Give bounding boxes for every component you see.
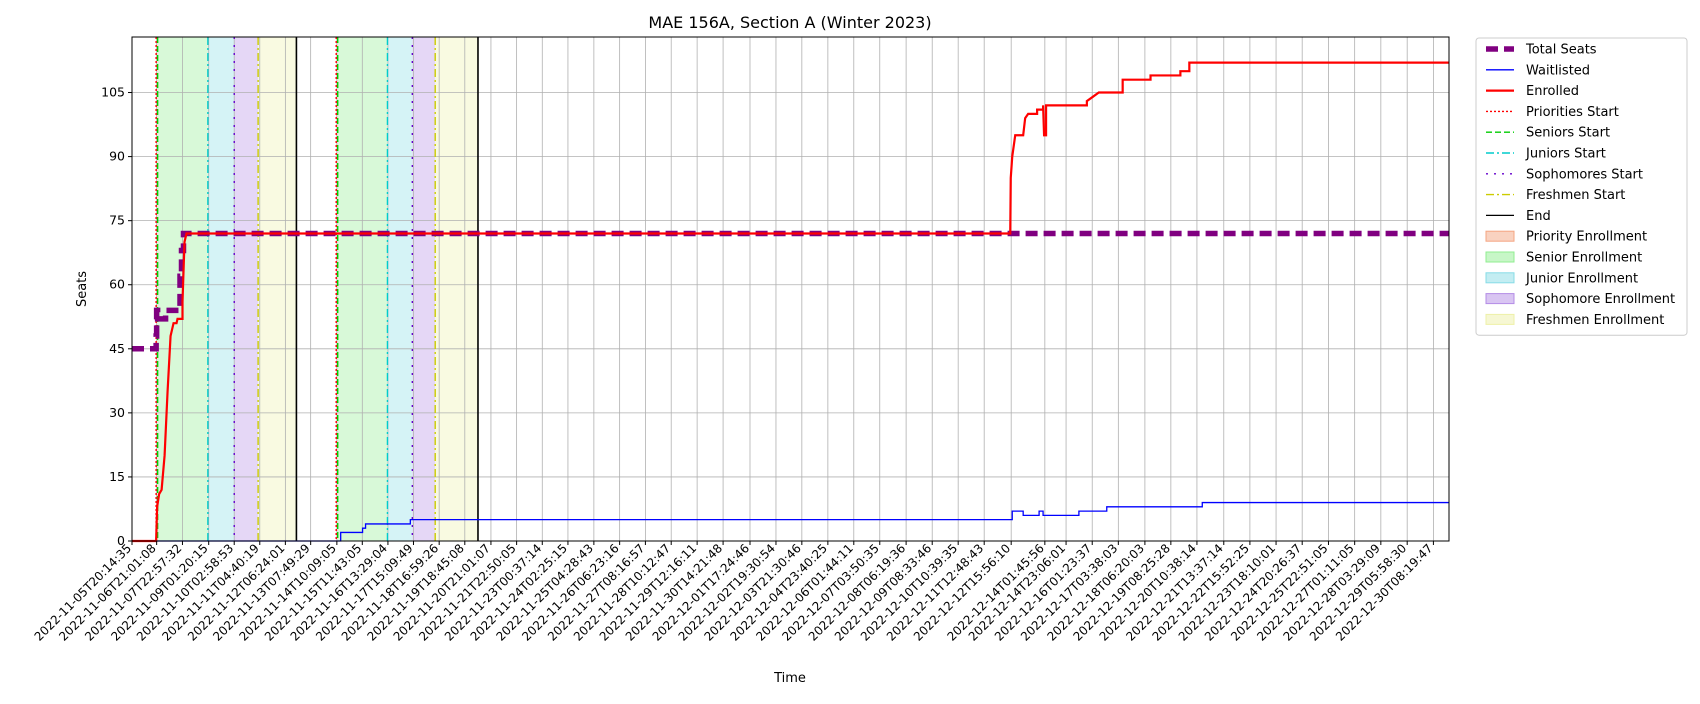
period-band xyxy=(412,37,436,541)
legend-swatch xyxy=(1485,293,1515,305)
plot-frame xyxy=(131,36,1450,542)
legend-swatch xyxy=(1485,313,1515,325)
y-tick-label: 75 xyxy=(109,213,125,228)
y-axis-label: Seats xyxy=(75,271,90,307)
y-tick-label: 105 xyxy=(101,85,125,100)
period-band xyxy=(207,37,235,541)
y-axis-ticks: 0 15 30 45 60 75 90 105 xyxy=(101,85,132,548)
period-band xyxy=(435,37,478,541)
y-tick-label: 45 xyxy=(109,341,125,356)
legend-label: Freshmen Enrollment xyxy=(1526,313,1664,328)
legend-label: Priority Enrollment xyxy=(1526,230,1647,245)
series-line xyxy=(132,61,1449,543)
y-tick-label: 0 xyxy=(117,533,125,548)
legend-label: Total Seats xyxy=(1525,43,1597,58)
y-tick-label: 30 xyxy=(109,405,125,420)
series-line xyxy=(132,501,1449,542)
x-axis-label: Time xyxy=(773,671,806,686)
legend-label: Waitlisted xyxy=(1526,63,1590,78)
legend-label: Priorities Start xyxy=(1526,105,1619,120)
y-tick-label: 60 xyxy=(109,277,125,292)
period-band xyxy=(258,37,297,541)
grid-lines xyxy=(131,37,1449,542)
legend-label: Enrolled xyxy=(1526,84,1579,99)
legend-swatch xyxy=(1485,251,1515,263)
legend-label: Juniors Start xyxy=(1525,147,1606,162)
legend-label: Senior Enrollment xyxy=(1526,251,1642,266)
series-lines xyxy=(132,61,1449,543)
legend-label: Sophomore Enrollment xyxy=(1526,292,1675,307)
y-tick-label: 15 xyxy=(109,469,125,484)
legend-label: Sophomores Start xyxy=(1526,167,1643,182)
y-tick-label: 90 xyxy=(109,149,125,164)
period-band xyxy=(387,37,413,541)
legend-label: Freshmen Start xyxy=(1526,188,1625,203)
legend-label: Seniors Start xyxy=(1526,126,1610,141)
period-band xyxy=(234,37,259,541)
legend: Total Seats Waitlisted Enrolled Priorities … xyxy=(1475,37,1688,336)
marker-lines xyxy=(155,37,479,541)
legend-label: End xyxy=(1526,209,1551,224)
legend-swatch xyxy=(1485,272,1515,284)
series-line xyxy=(132,230,1449,352)
legend-swatch xyxy=(1485,230,1515,242)
legend-label: Junior Enrollment xyxy=(1525,271,1638,286)
legend-box xyxy=(1475,37,1688,336)
x-axis-ticks: 2022-11-05T20:14:352022-11-06T21:01:0820… xyxy=(32,541,1436,644)
period-bands xyxy=(156,37,478,541)
chart-title: MAE 156A, Section A (Winter 2023) xyxy=(648,13,931,32)
